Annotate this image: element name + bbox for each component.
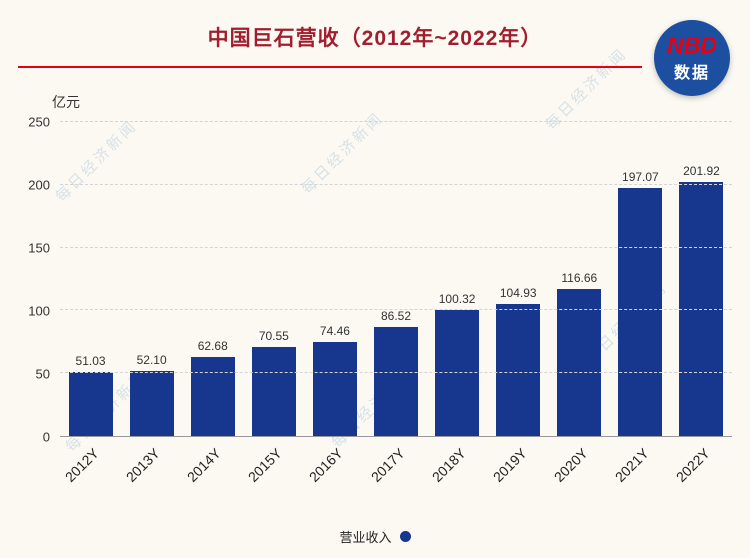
bar <box>374 327 418 436</box>
x-tick-label: 2016Y <box>306 445 347 485</box>
x-tick-cell: 2015Y <box>243 437 304 497</box>
x-tick-cell: 2018Y <box>427 437 488 497</box>
title-divider <box>18 66 642 68</box>
x-tick-label: 2015Y <box>245 445 286 485</box>
gridline <box>60 372 732 374</box>
bar-slot: 86.52 <box>365 122 426 436</box>
x-tick-cell: 2014Y <box>182 437 243 497</box>
bar-value-label: 104.93 <box>499 286 537 301</box>
gridline <box>60 183 732 185</box>
bars-container: 51.03 52.10 62.68 70.55 74.46 86.52 100.32 104.… <box>60 122 732 436</box>
x-tick-label: 2020Y <box>550 445 591 485</box>
bar <box>190 357 235 436</box>
y-tick-label: 50 <box>35 366 50 382</box>
x-tick-cell: 2019Y <box>488 437 549 497</box>
page-title: 中国巨石营收（2012年~2022年） <box>207 27 543 50</box>
bar-slot: 52.10 <box>121 122 182 436</box>
x-tick-label: 2013Y <box>123 445 163 485</box>
bar-slot: 100.32 <box>427 122 488 436</box>
x-tick-cell: 2021Y <box>610 437 671 497</box>
y-tick-label: 0 <box>42 429 50 445</box>
bar-slot: 70.55 <box>243 122 304 436</box>
legend-label: 营业收入 <box>339 530 392 545</box>
bar-value-label: 201.92 <box>683 164 720 179</box>
bar <box>312 342 357 436</box>
bar-slot: 74.46 <box>304 122 365 436</box>
bar-value-label: 116.66 <box>561 271 598 286</box>
bar-value-label: 70.55 <box>258 329 289 344</box>
gridline <box>60 121 732 122</box>
gridline <box>60 246 732 248</box>
bar-value-label: 197.07 <box>622 170 659 185</box>
x-tick-cell: 2022Y <box>671 437 732 497</box>
bar <box>496 304 541 436</box>
plot-area-wrap: 51.03 52.10 62.68 70.55 74.46 86.52 100.32 104.… <box>60 121 732 497</box>
x-tick-label: 2022Y <box>672 445 713 485</box>
x-tick-cell: 2013Y <box>121 437 182 497</box>
bar-slot: 197.07 <box>610 122 671 436</box>
bar-chart: 0 50 100 150 200 250 51.03 52.10 62.68 70.55 74.4… <box>18 115 732 497</box>
bar-value-label: 52.10 <box>136 352 167 367</box>
x-tick-cell: 2016Y <box>304 437 365 497</box>
bar <box>251 347 296 436</box>
bar <box>618 188 663 436</box>
bar <box>68 371 113 436</box>
bar-slot: 201.92 <box>671 122 732 436</box>
x-tick-label: 2012Y <box>61 445 102 485</box>
x-tick-label: 2017Y <box>367 445 408 485</box>
bar <box>129 370 174 436</box>
y-tick-label: 100 <box>28 303 50 319</box>
x-tick-cell: 2017Y <box>365 437 426 497</box>
y-tick-label: 250 <box>28 114 50 130</box>
legend-marker <box>399 531 411 542</box>
bar <box>679 182 724 436</box>
bar-value-label: 51.03 <box>75 353 106 368</box>
bar-slot: 51.03 <box>60 122 121 436</box>
x-tick-label: 2018Y <box>428 445 469 485</box>
bar-slot: 116.66 <box>549 122 610 436</box>
bar-value-label: 86.52 <box>381 309 412 324</box>
y-tick-label: 150 <box>28 240 50 256</box>
x-tick-cell: 2020Y <box>549 437 610 497</box>
bar <box>557 289 602 436</box>
bar-slot: 62.68 <box>182 122 243 436</box>
legend: 营业收入 <box>0 527 750 546</box>
y-axis-unit-label: 亿元 <box>52 94 80 110</box>
bar-value-label: 74.46 <box>319 324 350 339</box>
gridline <box>60 309 732 311</box>
x-tick-label: 2014Y <box>184 445 225 485</box>
bar-slot: 104.93 <box>488 122 549 436</box>
nbd-logo-subtext: 数据 <box>673 64 710 82</box>
nbd-logo-text: NBD <box>667 32 717 59</box>
x-tick-label: 2019Y <box>489 445 530 485</box>
x-axis: 2012Y 2013Y 2014Y 2015Y 2016Y 2017Y 2018Y 2019Y… <box>60 437 732 497</box>
y-tick-label: 200 <box>28 177 50 193</box>
nbd-logo: NBD 数据 <box>654 20 730 96</box>
plot-area: 51.03 52.10 62.68 70.55 74.46 86.52 100.32 104.… <box>60 121 732 437</box>
y-axis: 0 50 100 150 200 250 <box>18 115 60 445</box>
bar-value-label: 62.68 <box>197 339 228 354</box>
x-tick-label: 2021Y <box>611 445 652 485</box>
x-tick-cell: 2012Y <box>60 437 121 497</box>
bar-value-label: 100.32 <box>438 292 476 306</box>
